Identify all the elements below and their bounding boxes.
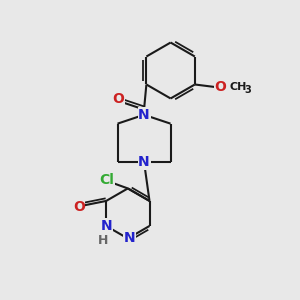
Text: O: O (112, 92, 124, 106)
Text: N: N (100, 219, 112, 233)
Text: 3: 3 (244, 85, 251, 95)
Text: N: N (138, 155, 150, 169)
Text: N: N (138, 108, 150, 122)
Text: O: O (214, 80, 226, 94)
Text: H: H (98, 234, 108, 247)
Text: Cl: Cl (99, 173, 114, 187)
Text: N: N (124, 232, 135, 245)
Text: O: O (73, 200, 85, 214)
Text: CH: CH (230, 82, 247, 92)
